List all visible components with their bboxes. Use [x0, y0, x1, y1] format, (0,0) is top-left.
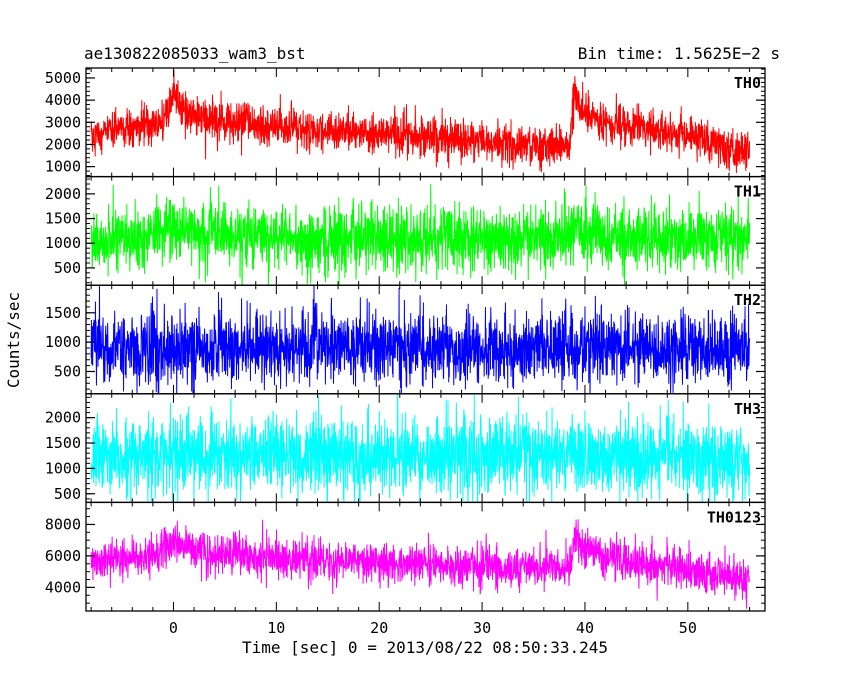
- panel-label-th1: TH1: [734, 183, 761, 201]
- y-axis-label: Counts/sec: [4, 292, 23, 388]
- panel-th3: 500 1000 1500 2000 TH3: [45, 393, 766, 504]
- y-tick-label: 2000: [45, 135, 81, 153]
- x-tick-label: 10: [267, 619, 285, 637]
- y-tick-label: 1500: [45, 434, 81, 452]
- x-tick-label: 50: [679, 619, 697, 637]
- panel-th1: 500 1000 1500 2000 TH1: [45, 175, 766, 286]
- y-tick-label: 5000: [45, 69, 81, 87]
- y-tick-label: 1500: [45, 304, 81, 322]
- panel-label-th2: TH2: [734, 291, 761, 309]
- panel-label-th0: TH0: [734, 74, 761, 92]
- y-tick-label: 500: [54, 362, 81, 380]
- panel-th0123: 4000 6000 8000 TH0123: [45, 501, 766, 612]
- y-tick-label: 1500: [45, 210, 81, 228]
- x-tick-label: 0: [169, 619, 178, 637]
- x-axis-label: Time [sec] 0 = 2013/08/22 08:50:33.245: [242, 638, 608, 657]
- y-tick-label: 500: [54, 485, 81, 503]
- series-line-th0: [90, 69, 751, 174]
- y-tick-label: 8000: [45, 515, 81, 533]
- y-tick-label: 4000: [45, 578, 81, 596]
- series-line-th2: [90, 285, 751, 394]
- y-tick-label: 500: [54, 259, 81, 277]
- panel-th0: 1000 2000 3000 4000 5000 TH0: [45, 67, 766, 178]
- y-tick-label: 2000: [45, 185, 81, 203]
- bin-time-label: Bin time: 1.5625E−2 s: [578, 44, 780, 63]
- panel-th2: 500 1000 1500 TH2: [45, 284, 766, 395]
- y-tick-label: 1000: [45, 234, 81, 252]
- series-line-th3: [90, 393, 751, 503]
- y-tick-label: 4000: [45, 91, 81, 109]
- y-tick-label: 1000: [45, 333, 81, 351]
- panel-label-th3: TH3: [734, 400, 761, 418]
- y-tick-label: 6000: [45, 547, 81, 565]
- y-tick-label: 1000: [45, 459, 81, 477]
- series-line-th1: [90, 184, 751, 286]
- x-tick-label: 40: [576, 619, 594, 637]
- y-tick-label: 1000: [45, 158, 81, 176]
- panel-frame: [85, 501, 766, 612]
- x-tick-label: 30: [473, 619, 491, 637]
- y-tick-label: 2000: [45, 409, 81, 427]
- series-line-th0123: [90, 519, 751, 609]
- x-tick-label: 20: [370, 619, 388, 637]
- plot-title: ae130822085033_wam3_bst: [84, 44, 306, 63]
- y-tick-label: 3000: [45, 113, 81, 131]
- panel-label-th0123: TH0123: [707, 508, 761, 526]
